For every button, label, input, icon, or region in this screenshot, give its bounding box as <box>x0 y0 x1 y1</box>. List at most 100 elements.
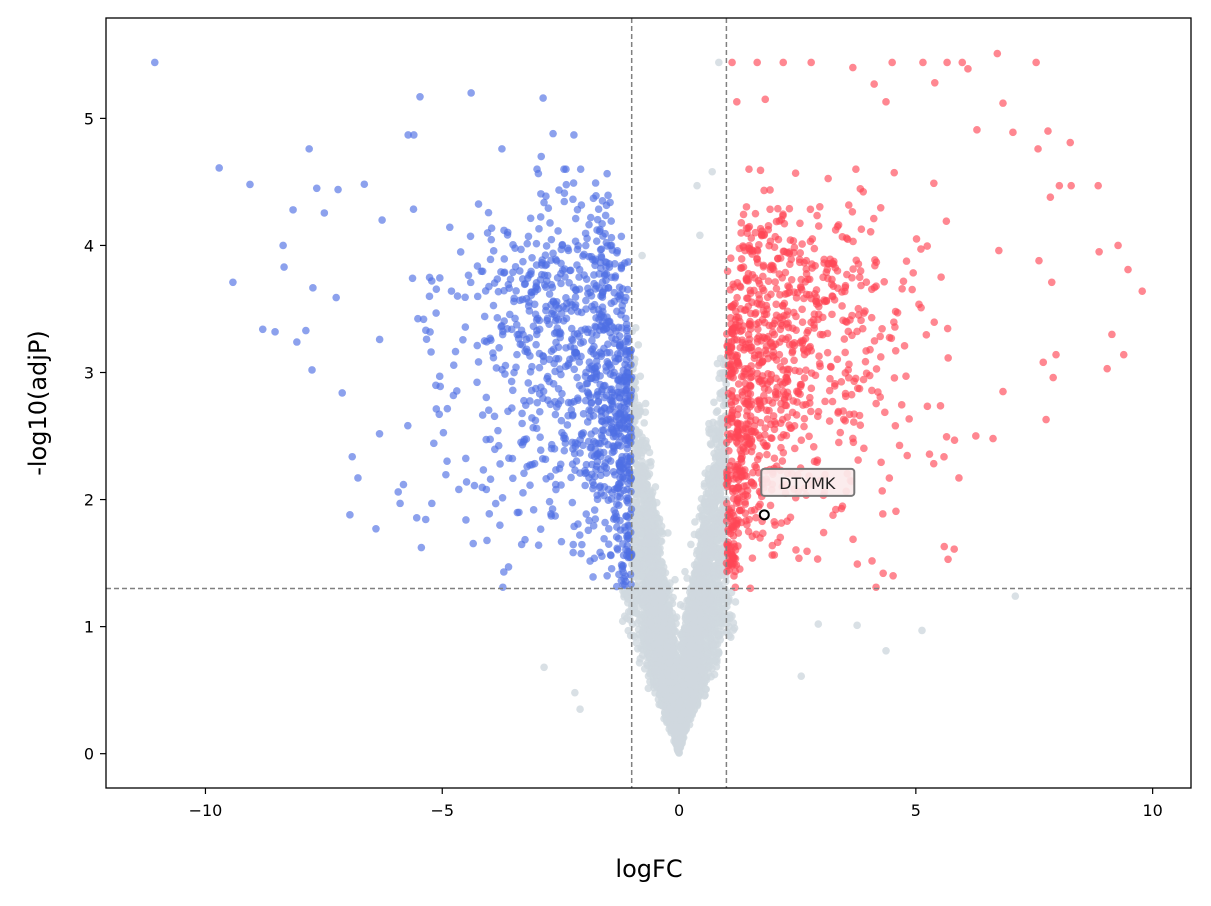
point-down <box>545 290 554 298</box>
point-down <box>547 440 556 449</box>
point-down <box>536 433 544 442</box>
point-down <box>494 287 503 296</box>
point-down <box>449 361 458 369</box>
point-ns <box>664 678 673 686</box>
point-ns <box>618 617 627 625</box>
point-down <box>581 481 589 490</box>
point-down <box>529 506 538 514</box>
point-ns <box>657 597 666 606</box>
point-ns <box>689 613 698 621</box>
point-down <box>585 220 593 229</box>
point-down <box>574 520 582 528</box>
point-down <box>584 526 593 535</box>
point-ns <box>722 620 731 628</box>
point-ns <box>690 690 698 699</box>
point-down <box>600 534 608 543</box>
point-ns <box>730 624 739 632</box>
point-ns <box>571 688 579 697</box>
point-ns <box>713 477 721 486</box>
point-ns <box>708 167 716 176</box>
point-down <box>427 348 435 356</box>
point-ns <box>647 491 656 500</box>
point-down <box>519 489 527 497</box>
point-ns <box>637 614 646 622</box>
point-down <box>425 292 434 301</box>
point-ns <box>688 574 697 583</box>
point-down <box>474 358 483 366</box>
point-ns <box>713 527 722 535</box>
point-down <box>507 377 516 386</box>
point-ns <box>653 586 661 595</box>
point-ns <box>676 715 685 724</box>
point-ns <box>667 695 676 704</box>
point-down <box>569 195 577 204</box>
point-down <box>526 481 534 490</box>
point-ns <box>700 552 709 560</box>
point-ns <box>706 595 715 604</box>
point-down <box>596 482 605 490</box>
point-ns <box>696 231 704 240</box>
point-down <box>589 573 597 581</box>
point-ns <box>665 658 674 667</box>
point-ns <box>715 58 723 67</box>
point-ns <box>711 627 719 636</box>
point-ns <box>659 580 668 589</box>
point-ns <box>675 698 684 707</box>
point-ns <box>633 488 642 497</box>
point-ns <box>644 684 653 693</box>
point-ns <box>703 521 712 530</box>
point-ns <box>635 518 644 526</box>
point-ns <box>576 705 584 714</box>
point-ns <box>540 663 548 672</box>
point-ns <box>633 461 642 470</box>
point-ns <box>712 427 720 436</box>
point-down <box>542 242 551 250</box>
point-ns <box>660 618 668 627</box>
point-down <box>589 194 598 203</box>
point-down <box>617 232 626 241</box>
point-down <box>432 285 441 293</box>
point-down <box>575 531 584 539</box>
point-ns <box>639 561 647 569</box>
point-ns <box>653 616 662 624</box>
point-down <box>494 426 502 435</box>
point-ns <box>701 691 709 700</box>
point-down <box>464 271 473 280</box>
point-ns <box>650 599 659 607</box>
points-layer <box>150 49 1147 757</box>
point-ns <box>679 636 688 645</box>
point-ns <box>672 657 681 666</box>
point-down <box>601 211 610 220</box>
point-down <box>547 235 556 244</box>
point-ns <box>705 419 713 428</box>
point-ns <box>639 625 648 633</box>
point-down <box>466 232 475 241</box>
point-down <box>562 180 571 189</box>
point-down <box>603 169 611 178</box>
point-ns <box>640 664 649 673</box>
point-down <box>535 225 543 233</box>
point-ns <box>670 671 678 680</box>
point-ns <box>709 609 718 617</box>
point-down <box>567 473 575 482</box>
point-down <box>536 213 545 221</box>
point-ns <box>645 532 654 540</box>
point-ns <box>702 506 711 515</box>
point-ns <box>694 628 703 636</box>
point-ns <box>710 398 718 407</box>
point-down <box>576 165 585 174</box>
point-down <box>496 521 504 529</box>
point-ns <box>636 550 644 558</box>
point-down <box>447 287 456 295</box>
point-ns <box>636 529 645 538</box>
point-ns <box>918 626 926 635</box>
point-ns <box>814 620 823 628</box>
point-ns <box>659 683 667 692</box>
point-down <box>495 344 503 352</box>
point-ns <box>714 486 723 494</box>
point-ns <box>690 656 698 665</box>
point-down <box>466 278 475 287</box>
point-ns <box>853 621 861 630</box>
point-ns <box>657 560 666 569</box>
